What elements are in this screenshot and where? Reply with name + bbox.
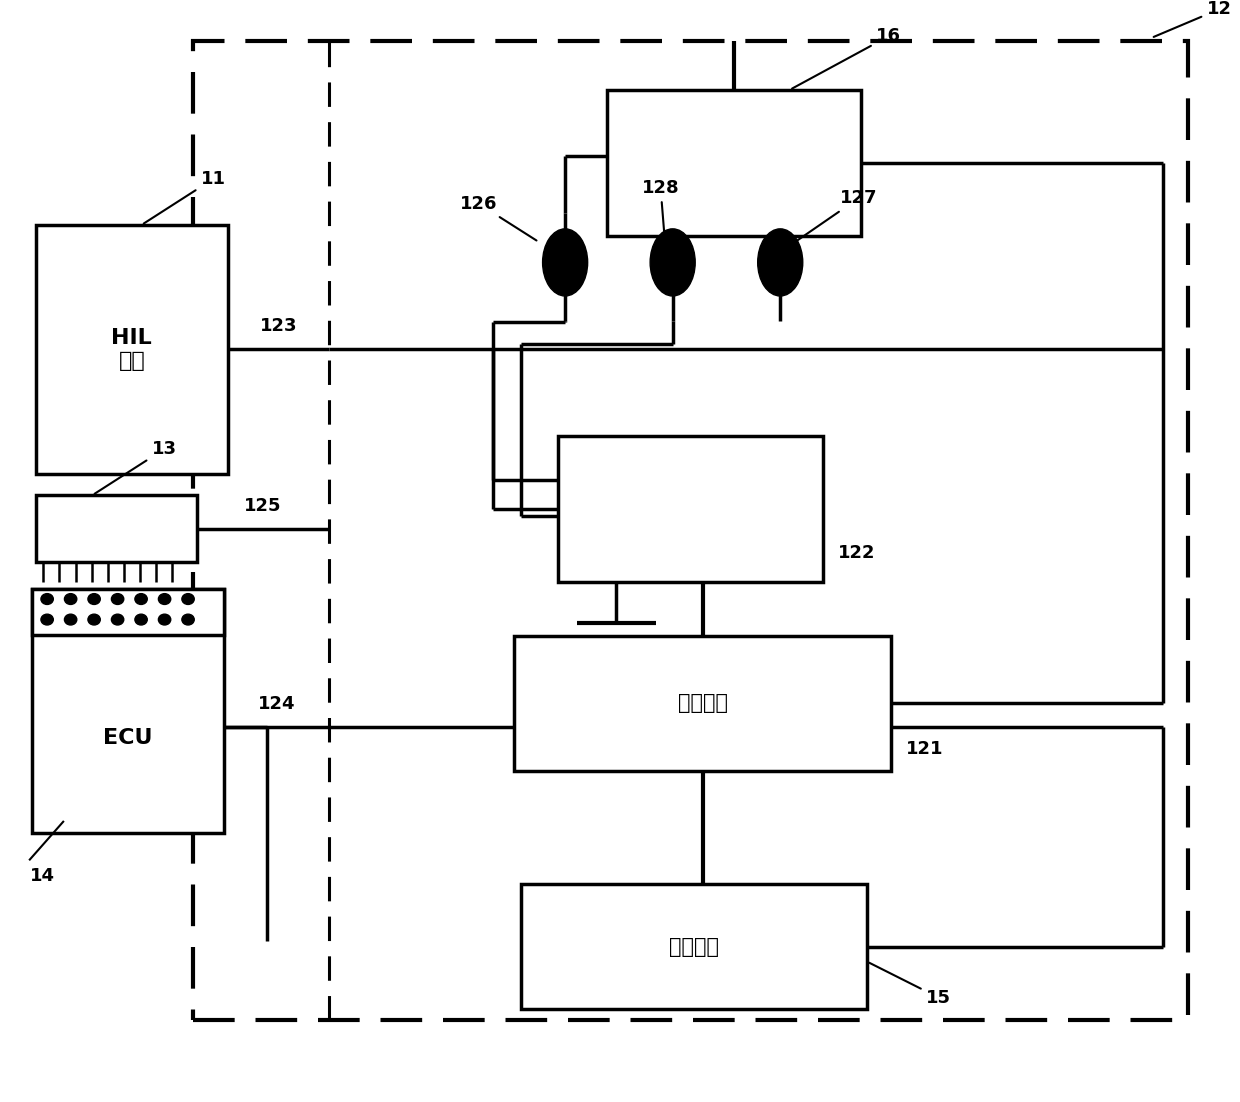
- Text: 124: 124: [258, 695, 295, 713]
- Bar: [558, 435, 823, 582]
- Bar: [36, 225, 228, 474]
- Text: 125: 125: [244, 497, 281, 515]
- Circle shape: [159, 614, 171, 625]
- Text: 128: 128: [642, 179, 680, 239]
- Circle shape: [41, 614, 53, 625]
- Ellipse shape: [543, 229, 588, 296]
- Circle shape: [135, 614, 148, 625]
- Circle shape: [64, 594, 77, 604]
- Text: 12: 12: [1153, 0, 1231, 37]
- Circle shape: [88, 614, 100, 625]
- Bar: [32, 590, 224, 635]
- Text: 13: 13: [94, 440, 176, 494]
- Text: 11: 11: [144, 170, 226, 224]
- Circle shape: [112, 614, 124, 625]
- Text: 122: 122: [838, 544, 875, 562]
- Circle shape: [41, 594, 53, 604]
- Circle shape: [182, 614, 195, 625]
- Text: 126: 126: [460, 195, 537, 240]
- Text: 121: 121: [906, 739, 944, 758]
- Circle shape: [112, 594, 124, 604]
- Circle shape: [88, 594, 100, 604]
- Text: 127: 127: [797, 190, 877, 240]
- Circle shape: [64, 614, 77, 625]
- Text: 16: 16: [792, 28, 901, 88]
- Bar: [515, 636, 892, 771]
- Circle shape: [135, 594, 148, 604]
- Text: 123: 123: [259, 317, 298, 335]
- Ellipse shape: [758, 229, 802, 296]
- Circle shape: [159, 594, 171, 604]
- Text: 外接设备: 外接设备: [668, 937, 719, 957]
- Text: HIL
设备: HIL 设备: [112, 327, 153, 371]
- Bar: [521, 885, 867, 1008]
- Text: 控制装置: 控制装置: [678, 693, 728, 713]
- Text: 14: 14: [30, 867, 55, 885]
- Bar: [32, 590, 224, 832]
- Circle shape: [182, 594, 195, 604]
- Ellipse shape: [650, 229, 696, 296]
- Bar: [36, 495, 197, 562]
- Text: ECU: ECU: [103, 728, 153, 748]
- Bar: [608, 90, 861, 236]
- Text: 15: 15: [869, 963, 951, 1006]
